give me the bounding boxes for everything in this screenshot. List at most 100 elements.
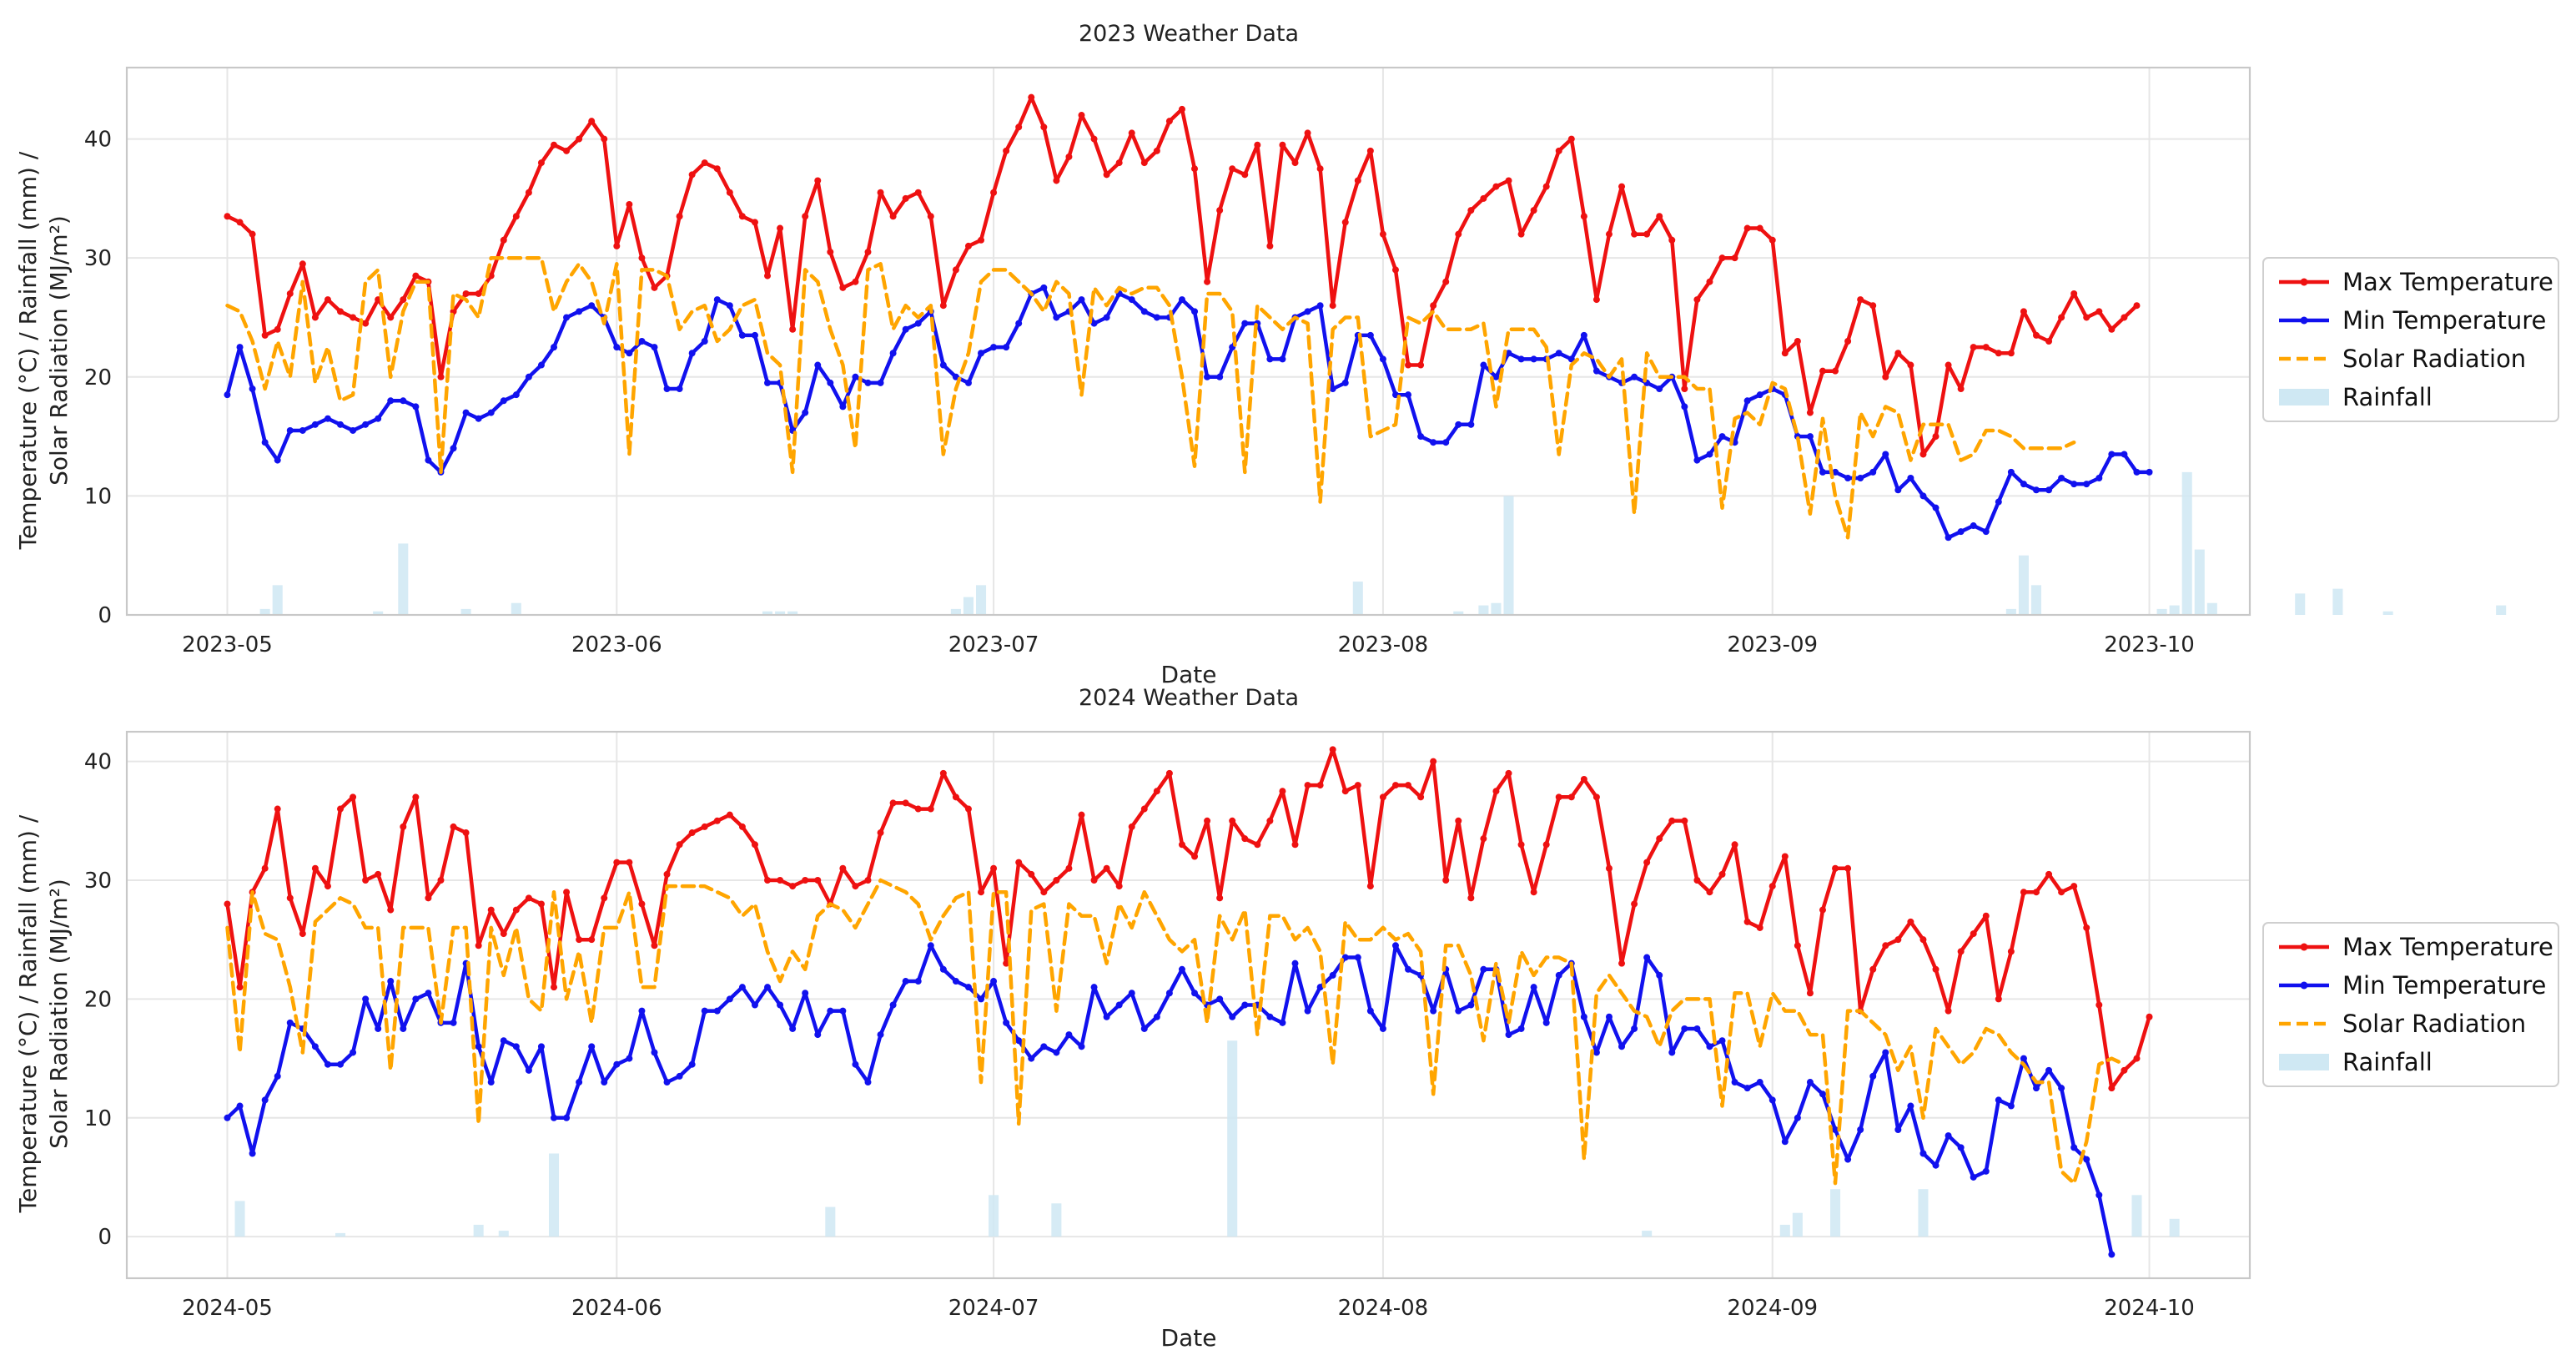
rainfall-bar bbox=[2206, 602, 2217, 615]
max-temperature-point bbox=[1015, 123, 1023, 131]
min-temperature-point bbox=[311, 1043, 319, 1050]
min-temperature-point bbox=[978, 995, 985, 1003]
rainfall-bar bbox=[1830, 1189, 1841, 1237]
max-temperature-point bbox=[2096, 308, 2103, 315]
max-temperature-point bbox=[814, 177, 822, 184]
max-temperature-point bbox=[1090, 876, 1098, 884]
min-temperature-point bbox=[1957, 528, 1965, 536]
min-temperature-point bbox=[311, 421, 319, 428]
max-temperature-point bbox=[1555, 147, 1562, 154]
legend: Max Temperature Min Temperature Solar Ra… bbox=[2262, 257, 2559, 422]
min-temperature-point bbox=[1718, 1037, 1726, 1045]
min-temperature-point bbox=[1857, 475, 1864, 481]
min-temperature-point bbox=[375, 415, 382, 422]
max-temperature-point bbox=[1442, 278, 1450, 285]
max-temperature-point bbox=[638, 254, 646, 262]
max-temperature-point bbox=[1618, 960, 1626, 967]
min-temperature-point bbox=[1165, 990, 1173, 997]
min-temperature-point bbox=[425, 990, 432, 997]
max-temperature-point bbox=[324, 296, 331, 304]
min-temperature-point bbox=[852, 373, 859, 380]
max-temperature-point bbox=[1592, 296, 1600, 304]
max-temperature-point bbox=[1693, 296, 1701, 304]
min-temperature-point bbox=[713, 296, 721, 304]
max-temperature-point bbox=[1970, 344, 1977, 351]
max-temperature-point bbox=[713, 165, 721, 173]
min-temperature-point bbox=[1090, 984, 1098, 991]
max-temperature-point bbox=[450, 823, 457, 830]
max-temperature-point bbox=[864, 876, 872, 884]
y-tick-label: 20 bbox=[84, 987, 112, 1012]
max-temperature-point bbox=[576, 936, 583, 944]
max-temperature-point bbox=[1391, 266, 1399, 274]
min-temperature-point bbox=[400, 1025, 407, 1032]
min-temperature-point bbox=[2045, 1066, 2053, 1074]
min-temperature-point bbox=[701, 1007, 708, 1015]
rainfall-bar bbox=[272, 585, 283, 615]
max-temperature-point bbox=[2108, 1085, 2116, 1092]
min-temperature-point bbox=[1153, 314, 1160, 321]
min-temperature-point bbox=[864, 1079, 872, 1086]
min-temperature-point bbox=[224, 391, 231, 399]
min-temperature-point bbox=[1204, 373, 1211, 380]
min-temperature-point bbox=[2007, 468, 2015, 476]
max-temperature-point bbox=[2121, 1066, 2128, 1074]
max-temperature-point bbox=[425, 894, 432, 902]
max-temperature-point bbox=[1065, 153, 1073, 160]
rainfall-bar bbox=[2181, 471, 2192, 615]
y-tick-label: 10 bbox=[84, 484, 112, 509]
min-temperature-point bbox=[1430, 1007, 1437, 1015]
min-temperature-point bbox=[576, 308, 583, 315]
min-temperature-point bbox=[1656, 971, 1663, 979]
min-temperature-point bbox=[1040, 284, 1048, 291]
max-temperature-point bbox=[1354, 177, 1361, 184]
max-temperature-point bbox=[2121, 314, 2128, 321]
min-temperature-point bbox=[1618, 1043, 1626, 1050]
max-temperature-point bbox=[726, 811, 733, 818]
max-temperature-point bbox=[1781, 853, 1789, 860]
max-temperature-point bbox=[1819, 906, 1826, 914]
min-temperature-point bbox=[324, 415, 331, 422]
max-temperature-point bbox=[537, 900, 545, 908]
min-temperature-point bbox=[1567, 355, 1575, 363]
max-temperature-point bbox=[2058, 314, 2065, 321]
y-tick-label: 0 bbox=[98, 603, 112, 628]
max-temperature-point bbox=[375, 870, 382, 878]
max-temperature-point bbox=[1379, 793, 1386, 801]
max-temperature-point bbox=[1003, 147, 1010, 154]
min-temperature-point bbox=[1028, 1055, 1035, 1062]
min-temperature-point bbox=[613, 1060, 621, 1068]
min-temperature-point bbox=[2146, 468, 2153, 476]
max-temperature-point bbox=[1204, 817, 1211, 824]
max-temperature-point bbox=[1668, 817, 1676, 824]
x-tick-label: 2023-09 bbox=[1727, 632, 1818, 657]
max-temperature-point bbox=[1015, 859, 1023, 866]
max-temperature-point bbox=[1706, 278, 1713, 285]
rainfall-bar bbox=[1051, 1203, 1062, 1237]
min-temperature-point bbox=[1316, 984, 1324, 991]
min-temperature-point bbox=[877, 1031, 884, 1039]
min-temperature-point bbox=[1216, 995, 1224, 1003]
max-temperature-point bbox=[777, 876, 784, 884]
min-temperature-point bbox=[249, 385, 256, 393]
max-temperature-point bbox=[1417, 793, 1425, 801]
max-temperature-point bbox=[914, 189, 922, 196]
min-temperature-point bbox=[1153, 1013, 1160, 1020]
min-temperature-point bbox=[1844, 1156, 1852, 1163]
max-temperature-point bbox=[350, 793, 357, 801]
min-temperature-point bbox=[802, 990, 809, 997]
max-temperature-point bbox=[1341, 788, 1349, 795]
max-temperature-point bbox=[1391, 782, 1399, 789]
max-temperature-point bbox=[274, 805, 281, 813]
x-tick-label: 2024-09 bbox=[1727, 1296, 1818, 1321]
max-temperature-point bbox=[688, 171, 696, 179]
max-temperature-point bbox=[1731, 254, 1738, 262]
max-temperature-point bbox=[1178, 105, 1185, 113]
min-temperature-point bbox=[676, 385, 683, 393]
max-temperature-point bbox=[889, 213, 897, 220]
min-temperature-point bbox=[939, 965, 947, 973]
max-temperature-point bbox=[990, 189, 998, 196]
min-temperature-point bbox=[512, 391, 520, 399]
max-temperature-point bbox=[952, 266, 959, 274]
